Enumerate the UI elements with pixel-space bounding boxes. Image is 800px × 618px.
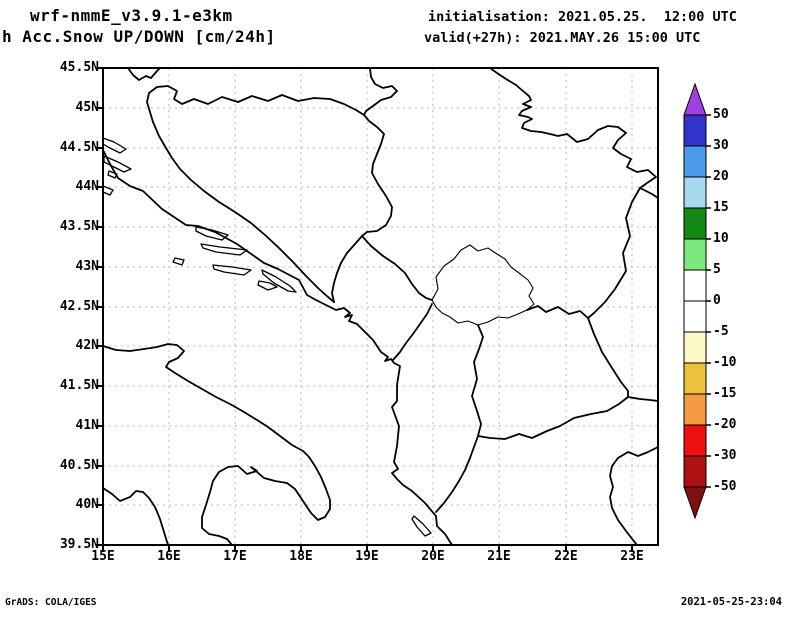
border-serbia-montenegro <box>361 235 433 301</box>
border-serbia-bulgaria <box>587 187 641 319</box>
lat-label-45-5n: 45.5N <box>59 60 99 75</box>
lat-label-45n: 45N <box>75 100 99 115</box>
lat-label-39-5n: 39.5N <box>59 537 99 552</box>
creation-timestamp: 2021-05-25-23:04 <box>680 596 782 608</box>
border-danube-serbia-romania <box>489 67 659 199</box>
colorbar-seg-15-20 <box>683 176 707 209</box>
lat-label-43n: 43N <box>75 259 99 274</box>
colorbar-seg-n20-n15 <box>683 393 707 426</box>
lat-label-40-5n: 40.5N <box>59 458 99 473</box>
colorbar-seg-n50-n30 <box>683 455 707 488</box>
colorbar-seg-n10-n5 <box>683 331 707 364</box>
island-vis <box>172 257 185 266</box>
border-albania-greece <box>435 435 479 513</box>
peninsula-peljesac <box>261 269 297 293</box>
border-greece-macedonia <box>477 396 629 440</box>
cbar-label-n5: -5 <box>713 324 729 339</box>
colorbar-seg-30-50 <box>683 114 707 147</box>
grads-credit: GrADS: COLA/IGES <box>5 597 97 608</box>
lon-label-20e: 20E <box>421 549 445 564</box>
colorbar-seg-n30-n20 <box>683 424 707 457</box>
variable-title: h Acc.Snow UP/DOWN [cm/24h] <box>2 27 276 46</box>
cbar-label-15: 15 <box>713 200 729 215</box>
init-time-label: initialisation: 2021.05.25. 12:00 UTC <box>428 9 737 25</box>
coastline-italy-adriatic-apulia <box>102 343 331 546</box>
coastline-italy-tyrrhenian <box>102 487 169 546</box>
cbar-label-0: 0 <box>713 293 721 308</box>
axis-ticks <box>96 67 633 552</box>
lat-label-42-5n: 42.5N <box>59 299 99 314</box>
border-drina-bosnia-serbia <box>361 114 393 237</box>
border-croatia-bosnia <box>152 121 335 303</box>
border-greece-bulgaria <box>627 396 659 402</box>
cbar-label-5: 5 <box>713 262 721 277</box>
map-canvas <box>96 67 659 552</box>
lon-label-17e: 17E <box>223 549 247 564</box>
graticule-grid <box>103 68 658 545</box>
coastline-kvarner-notch <box>127 67 161 81</box>
lat-label-40n: 40N <box>75 497 99 512</box>
island-hvar <box>200 243 248 256</box>
lon-label-19e: 19E <box>355 549 379 564</box>
valid-time-label: valid(+27h): 2021.MAY.26 15:00 UTC <box>424 30 701 46</box>
border-kosovo <box>431 244 535 326</box>
colorbar-seg-20-30 <box>683 145 707 178</box>
border-albania-macedonia <box>471 324 484 437</box>
border-macedonia-north <box>526 305 589 319</box>
border-montenegro-albania <box>392 303 433 361</box>
colorbar-seg-10-15 <box>683 207 707 240</box>
lon-label-23e: 23E <box>620 549 644 564</box>
island-kornati <box>107 170 118 179</box>
lon-label-16e: 16E <box>157 549 181 564</box>
colorbar-seg-5-10 <box>683 238 707 271</box>
cbar-label-n30: -30 <box>713 448 737 463</box>
cbar-label-n10: -10 <box>713 355 737 370</box>
island-corfu <box>411 515 432 537</box>
island-dugi-otok <box>103 155 132 173</box>
island-mljet <box>257 280 278 291</box>
cbar-label-30: 30 <box>713 138 729 153</box>
cbar-label-n15: -15 <box>713 386 737 401</box>
cbar-label-n20: -20 <box>713 417 737 432</box>
colorbar-ticks <box>706 114 711 488</box>
model-title: wrf-nmmE_v3.9.1-e3km <box>30 6 233 25</box>
adriatic-islands <box>102 137 432 537</box>
cbar-label-n50: -50 <box>713 479 737 494</box>
lat-label-42n: 42N <box>75 338 99 353</box>
colorbar-seg-n15-n10 <box>683 362 707 395</box>
coastline-greece-northeast <box>609 446 659 546</box>
border-bulgaria-macedonia <box>587 317 629 398</box>
colorbar-arrow-top <box>683 82 707 116</box>
cbar-label-20: 20 <box>713 169 729 184</box>
lat-label-44-5n: 44.5N <box>59 140 99 155</box>
colorbar-seg-0-5 <box>683 269 707 302</box>
lon-label-15e: 15E <box>91 549 115 564</box>
border-bosnia-montenegro <box>331 235 363 303</box>
island-pag <box>102 137 127 154</box>
lat-label-41-5n: 41.5N <box>59 378 99 393</box>
colorbar <box>683 82 711 520</box>
colorbar-arrow-bottom <box>683 486 707 520</box>
lon-label-21e: 21E <box>487 549 511 564</box>
lon-label-18e: 18E <box>289 549 313 564</box>
border-danube-croatia-serbia <box>363 67 398 116</box>
lat-label-44n: 44N <box>75 179 99 194</box>
cbar-label-10: 10 <box>713 231 729 246</box>
cbar-label-50: 50 <box>713 107 729 122</box>
lat-label-41n: 41N <box>75 418 99 433</box>
lat-label-43-5n: 43.5N <box>59 219 99 234</box>
island-korcula <box>212 264 252 276</box>
colorbar-seg-n5-0 <box>683 300 707 333</box>
border-sava-north-bosnia <box>146 85 365 123</box>
lon-label-22e: 22E <box>554 549 578 564</box>
island-brac <box>195 226 229 241</box>
